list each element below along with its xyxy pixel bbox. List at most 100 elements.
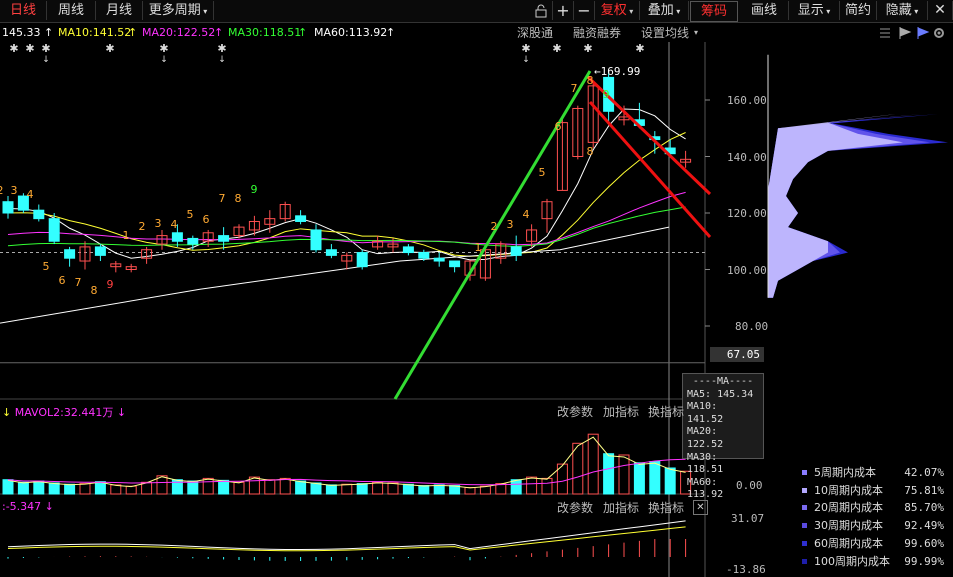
- candle-up: [572, 107, 584, 157]
- close-indicator-icon[interactable]: ✕: [693, 500, 708, 515]
- chip-legend-30: 30周期内成本 92.49%: [802, 518, 952, 534]
- macd-edit-params-link[interactable]: 改参数: [557, 501, 594, 515]
- dropdown-arrow-icon: ▾: [200, 7, 208, 16]
- tooltip-header: ----MA----: [692, 376, 754, 387]
- chip-legend-100: 100周期内成本 99.99%: [802, 554, 952, 570]
- nine-turn-up-label: 9: [251, 183, 258, 196]
- macd-axis-top: 31.07: [731, 512, 765, 525]
- volume-bar: [295, 480, 307, 495]
- ma20-value: MA20:122.52: [142, 26, 216, 39]
- event-star-icon: ✱: [159, 42, 168, 55]
- volume-bar: [418, 485, 430, 495]
- vol-switch-indicator-link[interactable]: 换指标: [648, 405, 685, 419]
- arrow-down-icon: ↓: [218, 55, 226, 65]
- arrow-down-icon: ↓: [113, 406, 127, 419]
- kline-chart[interactable]: ✱✱✱✱✱✱✱✱✱✱↓↓↓↓ 2345678912345678912345678…: [0, 42, 953, 577]
- macd-indicator-label: :-5.347 ↓: [2, 500, 54, 513]
- channel-lower-line: [588, 101, 712, 238]
- volume-bar: [510, 479, 522, 495]
- chips-button[interactable]: 筹码: [690, 1, 738, 22]
- ma-legend: 145.33 ↑ MA10:141.52 ↑ MA20:122.52 ↑ MA3…: [0, 24, 705, 42]
- volume-bar: [187, 480, 199, 495]
- overlay-dropdown[interactable]: 叠加 ▾: [640, 1, 689, 20]
- volume-bar: [356, 483, 368, 495]
- arrow-down-icon: ↓: [160, 55, 168, 65]
- candle-down: [325, 249, 337, 256]
- ma10-value: MA10:141.52: [58, 26, 132, 39]
- macd-add-indicator-link[interactable]: 加指标: [603, 501, 640, 515]
- simple-mode-button[interactable]: 简约: [840, 1, 877, 20]
- ma20-line: [7, 191, 686, 246]
- hk-connect-link[interactable]: 深股通: [517, 26, 554, 40]
- event-star-icon: ✱: [552, 42, 561, 55]
- event-star-icon: ✱: [105, 42, 114, 55]
- ma-settings-link[interactable]: 设置均线: [641, 26, 690, 40]
- vol-add-indicator-link[interactable]: 加指标: [603, 405, 640, 419]
- ma30-line: [7, 206, 686, 247]
- nine-turn-top-label: 8: [587, 145, 594, 158]
- margin-trading-link[interactable]: 融资融券: [573, 26, 622, 40]
- zoom-out-icon[interactable]: −: [574, 1, 595, 20]
- nine-turn-rally-label: 4: [523, 208, 530, 221]
- nine-turn-up-label: 1: [123, 229, 130, 242]
- volume-bar: [372, 481, 384, 495]
- candle-down: [418, 252, 430, 259]
- candle-down: [187, 237, 199, 245]
- volume-bar: [495, 483, 507, 495]
- chip-legend-20: 20周期内成本 85.70%: [802, 500, 952, 516]
- tab-daily[interactable]: 日线: [0, 1, 47, 20]
- arrow-down-icon: ↓: [42, 55, 50, 65]
- nine-turn-up-label: 6: [203, 213, 210, 226]
- volume-axis-zero: 0.00: [736, 479, 763, 492]
- hide-dropdown[interactable]: 隐藏 ▾: [877, 1, 928, 20]
- crosshair-price-label: 67.05: [710, 347, 764, 362]
- more-periods-dropdown[interactable]: 更多周期 ▾: [143, 1, 214, 20]
- dropdown-arrow-icon: ▾: [694, 28, 699, 37]
- price-tick-100: 100.00: [727, 264, 767, 277]
- nine-turn-down-label: 2: [0, 184, 4, 197]
- vol-edit-params-link[interactable]: 改参数: [557, 405, 594, 419]
- volume-bar: [387, 482, 399, 495]
- nine-turn-rally-label: 3: [507, 218, 514, 231]
- volume-bar: [218, 479, 230, 495]
- chip-legend-10: 10周期内成本 75.81%: [802, 483, 952, 499]
- volume-bar: [94, 481, 106, 495]
- close-icon[interactable]: ✕: [928, 1, 953, 20]
- zoom-in-icon[interactable]: +: [553, 1, 574, 20]
- flag-icon: [899, 27, 912, 39]
- candle-up: [372, 240, 384, 248]
- volume-bar: [279, 477, 291, 495]
- event-star-icon: ✱: [41, 42, 50, 55]
- legend-swatch: [802, 541, 807, 546]
- candle-up: [141, 249, 153, 259]
- tooltip-row-ma5: MA5: 145.34: [687, 388, 754, 400]
- candle-down: [510, 246, 522, 256]
- display-label: 显示: [797, 3, 824, 18]
- tab-monthly[interactable]: 月线: [96, 1, 143, 20]
- candle-down: [171, 232, 183, 242]
- arrow-down-icon: ↓: [41, 500, 54, 513]
- lock-icon[interactable]: [530, 1, 553, 20]
- candle-up: [79, 246, 91, 262]
- macd-axis-bottom: -13.86: [726, 563, 766, 576]
- tab-weekly[interactable]: 周线: [47, 1, 96, 20]
- candle-down: [295, 215, 307, 222]
- fuquan-dropdown[interactable]: 复权 ▾: [595, 1, 640, 20]
- arrow-up-icon: ↑: [386, 26, 396, 39]
- ma30-value: MA30:118.51: [228, 26, 302, 39]
- tooltip-row-ma30: MA30: 118.51: [687, 451, 724, 476]
- nine-turn-up-label: 8: [235, 192, 242, 205]
- display-dropdown[interactable]: 显示 ▾: [789, 1, 840, 20]
- volume-bar: [33, 480, 45, 495]
- candle-down: [218, 235, 230, 242]
- macd-switch-indicator-link[interactable]: 换指标: [648, 501, 685, 515]
- draw-line-button[interactable]: 画线: [740, 1, 789, 20]
- legend-swatch: [802, 523, 807, 528]
- chip-legend-5: 5周期内成本 42.07%: [802, 465, 952, 481]
- price-tick-140: 140.00: [727, 151, 767, 164]
- chip-distribution-10: [768, 114, 903, 298]
- volume-bar: [248, 476, 260, 495]
- volume-bar: [603, 453, 615, 495]
- peak-price-label: ←169.99: [594, 65, 640, 78]
- volume-bar: [264, 479, 276, 495]
